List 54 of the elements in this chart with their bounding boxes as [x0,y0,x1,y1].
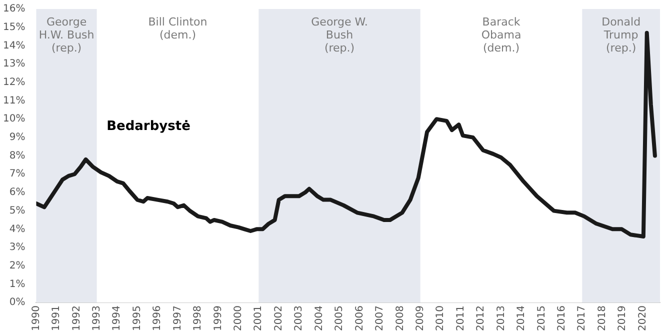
y-tick-label: 7% [9,168,26,180]
x-tick-label: 1999 [212,306,224,332]
y-tick-label: 6% [9,187,26,198]
x-tick-label: 2020 [637,306,648,332]
band-label: Donald Trump (rep.) [602,15,641,54]
x-tick-label: 2012 [476,306,487,332]
x-tick-label: 2008 [394,306,406,332]
x-tick-label: 2016 [556,306,568,332]
x-tick-label: 2017 [576,306,588,332]
band-label: George H.W. Bush (rep.) [38,15,94,54]
y-tick-label: 11% [2,95,26,106]
x-tick-label: 1994 [112,306,123,332]
y-tick-label: 4% [9,224,26,235]
y-tick-label: 15% [2,22,26,33]
x-tick-label: 1995 [132,306,143,332]
text: Bedarbystė [106,118,191,134]
x-tick-label: 2019 [617,306,628,332]
y-tick-label: 10% [2,114,26,125]
band-label: George W. Bush (rep.) [311,15,368,54]
y-tick-label: 5% [9,205,26,216]
x-tick-label: 2015 [536,306,548,332]
x-tick-label: 2010 [435,306,446,332]
x-tick-label: 2007 [374,306,386,332]
x-tick-label: 2018 [596,306,608,332]
y-tick-label: 16% [2,4,26,15]
x-tick-label: 2001 [253,306,264,332]
x-tick-label: 1990 [30,306,42,332]
x-tick-label: 2013 [496,306,507,332]
y-tick-label: 14% [2,40,26,52]
band-label: Barack Obama (dem.) [481,15,522,54]
y-tick-label: 8% [9,150,26,162]
x-tick-label: 1992 [71,306,82,332]
x-tick-label: 2014 [516,306,528,332]
x-tick-label: 1997 [172,306,184,332]
y-tick-label: 3% [9,242,26,254]
x-tick-label: 1996 [152,306,164,332]
x-tick-label: 1993 [91,306,102,332]
x-tick-label: 1998 [192,306,204,332]
y-tick-label: 1% [9,278,26,290]
x-tick-label: 1991 [51,306,62,332]
y-tick-label: 9% [9,132,26,144]
x-tick-label: 2006 [354,306,366,332]
y-tick-label: 12% [2,76,26,88]
x-tick-label: 2004 [314,306,325,332]
y-tick-label: 13% [2,58,26,70]
x-tick-label: 2009 [414,306,426,332]
x-tick-label: 2011 [455,306,466,332]
y-tick-label: 0% [9,297,26,308]
x-tick-label: 2000 [233,306,244,332]
x-tick-label: 2003 [294,306,305,332]
x-tick-label: 2002 [273,306,284,332]
band-label: Bill Clinton (dem.) [148,15,208,42]
y-tick-label: 2% [9,260,26,272]
x-tick-label: 2005 [334,306,346,332]
